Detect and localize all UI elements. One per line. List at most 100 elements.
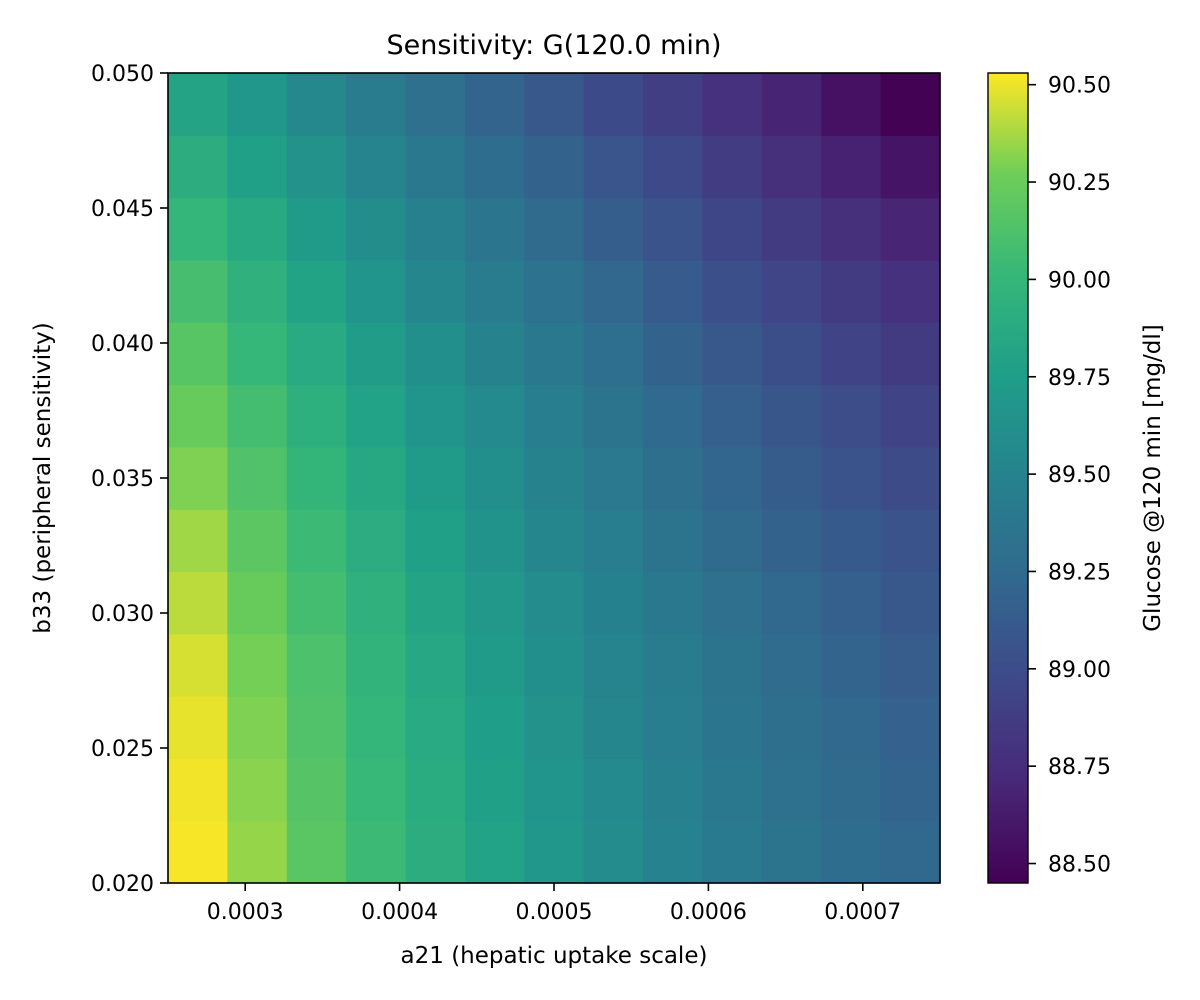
heatmap-cell <box>583 758 644 822</box>
heatmap-cell <box>761 135 822 199</box>
heatmap-cell <box>880 259 941 323</box>
heatmap-cell <box>464 259 525 323</box>
heatmap-cell <box>761 633 822 697</box>
heatmap-cell <box>761 571 822 635</box>
x-tick-label: 0.0007 <box>824 900 901 925</box>
heatmap-cell <box>346 633 407 697</box>
heatmap-cell <box>583 696 644 759</box>
heatmap-cell <box>346 73 407 136</box>
heatmap-cell <box>405 571 466 635</box>
heatmap-cell <box>761 820 822 884</box>
heatmap-cell <box>464 197 525 261</box>
heatmap-cell <box>761 758 822 822</box>
heatmap-cell <box>524 446 585 510</box>
y-tick-label: 0.035 <box>91 467 154 492</box>
heatmap-cell <box>821 135 882 199</box>
heatmap-cell <box>464 509 525 573</box>
heatmap-cell <box>583 259 644 323</box>
heatmap-cell <box>643 322 704 386</box>
heatmap-cell <box>702 135 763 199</box>
heatmap-cell <box>168 259 228 323</box>
heatmap-cell <box>227 259 288 323</box>
heatmap-cell <box>643 384 704 448</box>
heatmap-cell <box>583 322 644 386</box>
heatmap-cell <box>583 384 644 448</box>
heatmap-cell <box>880 571 941 635</box>
heatmap-cell <box>880 384 941 448</box>
heatmap-cell <box>643 820 704 884</box>
heatmap-cell <box>405 446 466 510</box>
heatmap-cell <box>227 509 288 573</box>
heatmap-cell <box>168 820 228 884</box>
heatmap-cell <box>346 384 407 448</box>
heatmap-cell <box>168 446 228 510</box>
y-axis-ticks: 0.020 0.025 0.030 0.035 0.040 0.045 0.050 <box>91 62 168 897</box>
heatmap-cell <box>702 633 763 697</box>
colorbar-ticks: 88.50 88.75 89.00 89.25 89.50 89.75 90.00 90.25… <box>1028 74 1111 878</box>
colorbar-label: Glucose @120 min [mg/dl] <box>1140 324 1166 632</box>
heatmap-cell <box>464 135 525 199</box>
heatmap-cell <box>227 384 288 448</box>
heatmap-cell <box>821 820 882 884</box>
x-tick-label: 0.0006 <box>670 900 747 925</box>
heatmap-cell <box>405 509 466 573</box>
heatmap-cell <box>286 696 347 759</box>
heatmap-cell <box>880 73 941 136</box>
colorbar <box>987 72 1029 884</box>
heatmap-cell <box>227 73 288 136</box>
heatmap-cell <box>286 571 347 635</box>
heatmap-cell <box>821 73 882 136</box>
heatmap-cell <box>821 197 882 261</box>
heatmap-cell <box>524 135 585 199</box>
heatmap-cell <box>286 197 347 261</box>
colorbar-tick-label: 89.50 <box>1048 463 1111 488</box>
y-tick-label: 0.050 <box>91 62 154 87</box>
heatmap-cell <box>346 820 407 884</box>
heatmap-cell <box>583 509 644 573</box>
heatmap-cell <box>524 696 585 759</box>
heatmap-cell <box>346 259 407 323</box>
heatmap-cell <box>524 322 585 386</box>
heatmap-cell <box>643 509 704 573</box>
heatmap-cell <box>643 135 704 199</box>
heatmap-cell <box>464 446 525 510</box>
heatmap-cell <box>405 633 466 697</box>
heatmap-cell <box>524 820 585 884</box>
heatmap-cell <box>227 633 288 697</box>
heatmap-cell <box>286 259 347 323</box>
heatmap-cell <box>286 322 347 386</box>
heatmap-cell <box>761 259 822 323</box>
heatmap-cell <box>227 820 288 884</box>
heatmap-cell <box>346 758 407 822</box>
heatmap-cell <box>346 509 407 573</box>
heatmap-cell <box>227 758 288 822</box>
heatmap-cell <box>464 696 525 759</box>
x-axis-label: a21 (hepatic uptake scale) <box>401 943 708 969</box>
heatmap-cell <box>702 322 763 386</box>
heatmap-cell <box>346 571 407 635</box>
heatmap-cell <box>821 758 882 822</box>
heatmap-cell <box>168 135 228 199</box>
heatmap-cell <box>583 571 644 635</box>
heatmap-cell <box>346 696 407 759</box>
heatmap-cell <box>880 820 941 884</box>
heatmap-cell <box>643 571 704 635</box>
heatmap-cell <box>405 758 466 822</box>
y-tick-label: 0.045 <box>91 197 154 222</box>
heatmap-cell <box>583 135 644 199</box>
heatmap-cell <box>346 446 407 510</box>
heatmap-cell <box>821 633 882 697</box>
heatmap-cell <box>286 384 347 448</box>
heatmap-cell <box>821 446 882 510</box>
heatmap-cell <box>702 571 763 635</box>
heatmap-cell <box>405 259 466 323</box>
heatmap-cell <box>464 73 525 136</box>
y-tick-label: 0.025 <box>91 737 154 762</box>
colorbar-tick-label: 89.00 <box>1048 658 1111 683</box>
heatmap-cell <box>583 633 644 697</box>
y-tick-label: 0.040 <box>91 332 154 357</box>
heatmap-cell <box>643 446 704 510</box>
heatmap-cell <box>168 509 228 573</box>
heatmap-cell <box>168 696 228 759</box>
